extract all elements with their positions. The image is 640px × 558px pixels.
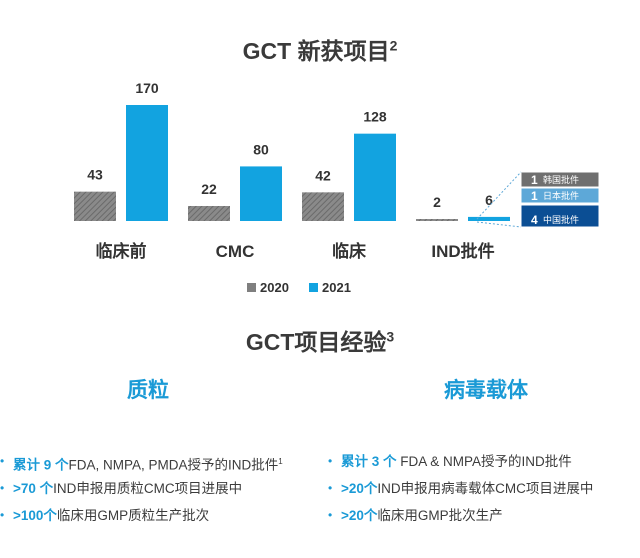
bullet-icon: • <box>328 481 333 495</box>
bullet-icon: • <box>328 508 333 522</box>
category-label: 临床 <box>332 241 367 261</box>
legend-swatch-2021 <box>309 283 318 292</box>
bar-2021 <box>240 166 282 221</box>
breakdown-count: 1 <box>531 173 538 187</box>
breakdown-connector <box>476 171 522 220</box>
category-label: CMC <box>216 242 255 261</box>
data-label: 22 <box>201 181 217 197</box>
highlight-text: 累计 9 个 <box>13 457 69 473</box>
plasmid-item: • 累计 9 个FDA, NMPA, PMDA授予的IND批件1 <box>0 448 283 475</box>
data-label: 80 <box>253 141 269 157</box>
data-label: 128 <box>363 109 387 125</box>
viral-vector-item: • >20个IND申报用病毒载体CMC项目进展中 <box>328 475 593 502</box>
bullet-icon: • <box>0 454 5 468</box>
plasmid-item: • >70 个IND申报用质粒CMC项目进展中 <box>0 475 283 502</box>
viral-vector-item: • 累计 3 个 FDA & NMPA授予的IND批件 <box>328 448 593 475</box>
data-label: 43 <box>87 167 103 183</box>
experience-title-text: GCT项目经验 <box>245 329 387 355</box>
bar-chart: 43 170 临床前 22 80 CMC 42 128 临床 2 6 IND批件 2020 2021 1 韩国… <box>74 80 600 295</box>
plasmid-heading: 质粒 <box>127 379 169 402</box>
category-label: IND批件 <box>431 241 494 261</box>
breakdown-label: 中国批件 <box>543 214 579 225</box>
data-label: 6 <box>485 192 493 208</box>
bullet-icon: • <box>328 454 333 468</box>
item-text: IND申报用病毒载体CMC项目进展中 <box>377 481 594 496</box>
bar-2020 <box>416 219 458 221</box>
bar-2020 <box>188 205 230 221</box>
bar-2020 <box>302 192 344 221</box>
highlight-text: >70 个 <box>13 481 54 496</box>
footnote-marker: 1 <box>278 457 283 466</box>
data-label: 42 <box>315 167 331 183</box>
plasmid-list: • 累计 9 个FDA, NMPA, PMDA授予的IND批件1 • >70 个IND… <box>0 448 283 529</box>
highlight-text: >100个 <box>13 508 57 523</box>
highlight-text: >20个 <box>341 508 378 523</box>
legend-label: 2021 <box>322 280 351 295</box>
data-label: 170 <box>135 80 159 96</box>
breakdown-box <box>520 204 600 228</box>
item-text: FDA & NMPA授予的IND批件 <box>396 454 572 469</box>
bar-2020 <box>74 191 116 221</box>
chart-title: GCT 新获项目2 <box>0 32 640 66</box>
viral-vector-item: • >20个临床用GMP批次生产 <box>328 502 593 529</box>
chart-title-footnote: 2 <box>389 37 398 54</box>
data-label: 2 <box>433 194 441 210</box>
breakdown-box <box>520 171 600 188</box>
highlight-text: 累计 3 个 <box>341 454 397 469</box>
viral-vector-heading: 病毒载体 <box>444 379 528 402</box>
item-text: IND申报用质粒CMC项目进展中 <box>53 481 243 496</box>
highlight-text: >20个 <box>341 481 378 496</box>
bar-2021 <box>468 216 510 221</box>
legend-label: 2020 <box>260 280 289 295</box>
breakdown-count: 4 <box>531 213 538 227</box>
item-text: FDA, NMPA, PMDA授予的IND批件 <box>68 457 279 473</box>
plasmid-item: • >100个临床用GMP质粒生产批次 <box>0 502 283 529</box>
bar-2021 <box>126 105 168 221</box>
bullet-icon: • <box>0 481 5 495</box>
breakdown-connector <box>476 221 522 228</box>
bullet-icon: • <box>0 508 5 522</box>
item-text: 临床用GMP质粒生产批次 <box>56 508 210 523</box>
item-text: 临床用GMP批次生产 <box>377 508 503 523</box>
breakdown-box <box>520 187 600 204</box>
breakdown-label: 日本批件 <box>543 190 579 201</box>
legend-swatch-2020 <box>247 283 256 292</box>
chart-title-text: GCT 新获项目 <box>242 38 390 64</box>
category-label: 临床前 <box>96 241 147 261</box>
breakdown-count: 1 <box>531 189 538 203</box>
experience-title-footnote: 3 <box>386 328 395 345</box>
breakdown-label: 韩国批件 <box>543 174 579 185</box>
viral-vector-list: • 累计 3 个 FDA & NMPA授予的IND批件 • >20个IND申报用病毒载… <box>328 448 593 529</box>
bar-2021 <box>354 133 396 221</box>
experience-title: GCT项目经验3 <box>0 323 640 357</box>
